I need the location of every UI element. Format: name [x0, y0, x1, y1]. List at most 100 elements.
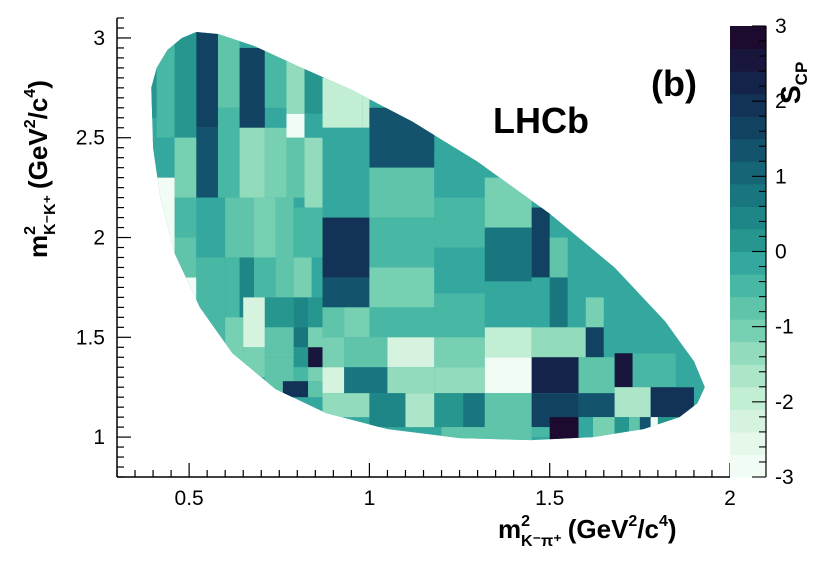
heatmap-cell [578, 417, 593, 441]
heatmap-cell [614, 387, 651, 418]
heatmap-cell [632, 353, 676, 388]
y-axis-title-sup: 2 [22, 226, 39, 235]
heatmap-cell [675, 353, 705, 388]
plot-axes: 0.5 1 1.5 2 1 1.5 2 2.5 3 [76, 17, 736, 510]
heatmap-cell [282, 381, 309, 398]
heatmap-cell [344, 337, 388, 368]
heatmap-cell [264, 127, 287, 198]
y-tick-label: 1 [93, 426, 105, 449]
x-axis-units-close: ) [668, 514, 677, 544]
x-axis-units-open: (GeV [568, 514, 629, 544]
x-tick-label: 1 [364, 487, 376, 510]
heatmap-cell [369, 167, 435, 218]
heatmap-cell [322, 367, 345, 394]
heatmap-cell [434, 247, 485, 294]
heatmap-cell [293, 297, 309, 328]
x-tick-label: 2 [724, 487, 736, 510]
heatmap-cell [484, 177, 532, 228]
x-tick-label: 0.5 [175, 487, 204, 510]
colorbar-segment [730, 71, 766, 95]
heatmap-cell [531, 327, 586, 358]
x-axis-title-sup: 2 [521, 513, 530, 530]
heatmap-cell [369, 393, 406, 428]
colorbar-segment [730, 274, 766, 298]
y-axis-units-close: ) [23, 80, 53, 89]
colorbar: -3 -2 -1 0 1 2 3 [730, 15, 794, 489]
heatmap-cell [264, 327, 294, 358]
heatmap-cell [304, 113, 323, 138]
heatmap-cell [531, 277, 550, 328]
heatmap-cell [275, 257, 294, 298]
heatmap-cell [434, 393, 464, 428]
heatmap-cells [151, 32, 705, 441]
colorbar-segment [730, 138, 766, 162]
heatmap-cell [293, 367, 309, 382]
heatmap-cell [174, 197, 197, 238]
heatmap-cell [578, 393, 615, 418]
heatmap-cell [308, 327, 323, 348]
heatmap-cell [362, 87, 370, 128]
heatmap-cell [196, 197, 226, 258]
heatmap-cell [225, 317, 244, 378]
heatmap-cell [217, 32, 240, 108]
heatmap-cell [484, 281, 532, 328]
heatmap-cell [362, 127, 370, 218]
heatmap-cell [484, 327, 532, 358]
heatmap-cell [308, 381, 323, 398]
x-axis-units-sup2: 4 [659, 513, 668, 530]
heatmap-cell [243, 297, 265, 348]
colorbar-segment [730, 26, 766, 50]
colorbar-segment [730, 319, 766, 343]
heatmap-cell [286, 57, 309, 114]
heatmap-cell [308, 367, 323, 382]
colorbar-tick-label: 3 [775, 15, 787, 38]
colorbar-segment [730, 206, 766, 230]
y-axis-units-mid: /c [23, 98, 53, 120]
y-tick-label: 2.5 [76, 127, 105, 150]
heatmap-cell [369, 107, 435, 168]
heatmap-cell [322, 337, 345, 368]
colorbar-segment [730, 409, 766, 433]
heatmap-cell [322, 77, 363, 128]
heatmap-cell [304, 137, 323, 208]
heatmap-cell [196, 257, 226, 378]
heatmap-cell [603, 317, 651, 354]
y-axis-units-sup2: 4 [22, 89, 39, 98]
colorbar-segment [730, 454, 766, 478]
heatmap-cell [369, 267, 435, 308]
colorbar-tick-label: 0 [775, 241, 787, 264]
colorbar-segment [730, 48, 766, 72]
heatmap-cell [405, 393, 435, 428]
y-tick-label: 1.5 [76, 326, 105, 349]
colorbar-tick-label: 2 [775, 90, 787, 113]
heatmap-cell [286, 137, 305, 198]
z-axis-title-base: S [775, 85, 806, 104]
heatmap-cell [387, 337, 435, 368]
y-tick-label: 2 [93, 227, 105, 250]
colorbar-segment [730, 386, 766, 410]
heatmap-cell [264, 297, 294, 328]
colorbar-segment [730, 116, 766, 140]
heatmap-cell [151, 277, 197, 358]
y-tick-label: 3 [93, 27, 105, 50]
heatmap-cell [293, 327, 309, 348]
heatmap-cell [293, 347, 309, 368]
colorbar-tick-label: 1 [775, 165, 787, 188]
heatmap-cell [387, 367, 435, 394]
heatmap-cell [225, 257, 240, 318]
heatmap-cell [585, 297, 604, 328]
heatmap-cell [304, 67, 323, 114]
heatmap-cell [254, 257, 276, 298]
heatmap-cell [174, 32, 197, 138]
heatmap-cell [293, 257, 312, 298]
heatmap-cell [151, 177, 175, 278]
heatmap-cell [549, 277, 568, 328]
heatmap-cell [629, 417, 640, 441]
colorbar-segment [730, 93, 766, 117]
x-axis-units-mid: /c [637, 514, 659, 544]
heatmap-cell [293, 207, 323, 258]
heatmap-cell [650, 417, 658, 441]
heatmap-cell [322, 127, 363, 218]
heatmap-cell [614, 417, 630, 441]
